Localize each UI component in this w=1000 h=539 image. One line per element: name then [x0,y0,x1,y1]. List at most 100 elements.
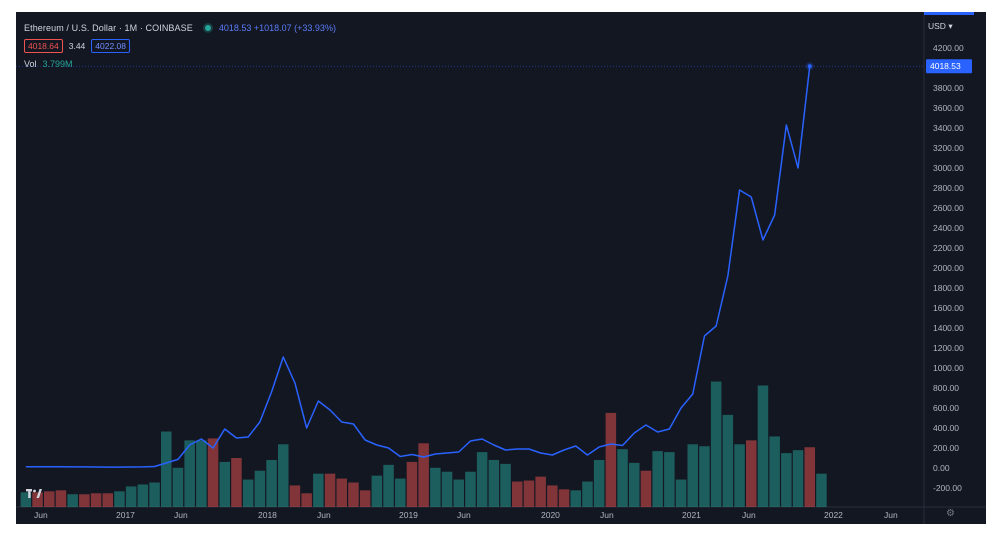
x-tick-label: 2022 [824,510,843,520]
volume-bar[interactable] [640,470,652,507]
volume-bar[interactable] [582,481,593,507]
volume-bar[interactable] [324,473,336,507]
volume-bar[interactable] [161,431,172,507]
volume-bar[interactable] [313,473,324,507]
volume-bar[interactable] [348,482,359,508]
volume-bar[interactable] [125,486,137,507]
y-tick-label: 3800.00 [933,83,964,93]
volume-bar[interactable] [79,494,90,507]
volume-bar[interactable] [465,471,476,507]
ask-button[interactable]: 4022.08 [91,39,131,53]
symbol-title[interactable]: Ethereum / U.S. Dollar · 1M · COINBASE [24,23,193,33]
volume-bar[interactable] [675,479,687,507]
price-chart[interactable]: 4200.004000.003800.003600.003400.003200.… [16,12,986,524]
volume-bar[interactable] [137,484,149,507]
volume-bar[interactable] [20,492,32,507]
volume-bar[interactable] [710,381,722,507]
volume-bar[interactable] [196,440,207,507]
chevron-down-icon: ▾ [948,21,953,31]
volume-bar[interactable] [418,443,429,507]
volume-bar[interactable] [383,464,394,507]
volume-bar[interactable] [184,440,195,507]
volume-bar[interactable] [617,449,628,507]
volume-bar[interactable] [629,462,640,507]
volume-bar[interactable] [289,485,301,507]
volume-bar[interactable] [746,440,757,507]
volume-bar[interactable] [558,489,570,507]
volume-bar[interactable] [359,490,371,507]
volume-bar[interactable] [453,479,465,507]
y-tick-label: 2000.00 [933,263,964,273]
x-tick-label: Jun [317,510,331,520]
y-tick-label: 3400.00 [933,123,964,133]
volume-bar[interactable] [757,385,769,507]
volume-bar[interactable] [804,447,816,507]
volume-bar[interactable] [441,471,453,507]
volume-bar[interactable] [207,438,219,507]
volume-bar[interactable] [336,478,348,507]
currency-selector[interactable]: USD ▾ [928,21,953,32]
x-tick-label: 2019 [399,510,418,520]
volume-bar[interactable] [254,470,266,507]
volume-bar[interactable] [278,444,289,507]
y-tick-label: 2600.00 [933,203,964,213]
volume-bar[interactable] [734,444,745,507]
volume-bar[interactable] [301,493,312,507]
volume-bar[interactable] [44,491,55,507]
volume-bar[interactable] [699,446,710,507]
x-tick-label: Jun [457,510,471,520]
volume-bar[interactable] [500,463,511,507]
volume-bar[interactable] [430,467,441,507]
volume-bar[interactable] [476,452,488,507]
volume-bar[interactable] [769,436,780,507]
volume-bar[interactable] [149,482,160,508]
volume-label[interactable]: Vol [24,59,37,69]
volume-legend-row: Vol 3.799M [24,56,336,72]
volume-bar[interactable] [231,458,242,507]
volume-bar[interactable] [535,476,546,507]
volume-bar[interactable] [406,461,418,507]
volume-bar[interactable] [395,478,406,507]
tradingview-logo-icon[interactable] [26,486,42,504]
legend-title-row: Ethereum / U.S. Dollar · 1M · COINBASE 4… [24,20,336,36]
volume-bar[interactable] [722,414,734,507]
volume-bar[interactable] [523,480,535,507]
volume-bar[interactable] [67,494,78,507]
price-line[interactable] [25,66,811,468]
volume-bar[interactable] [570,490,582,507]
volume-bar[interactable] [219,461,231,507]
y-tick-label: 1200.00 [933,343,964,353]
volume-bar[interactable] [664,452,675,507]
volume-bar[interactable] [488,459,500,507]
settings-icon[interactable]: ⚙ [946,508,955,519]
last-point-marker[interactable] [807,64,812,69]
volume-bar[interactable] [90,493,102,507]
volume-bar[interactable] [816,473,827,507]
x-tick-label: 2018 [258,510,277,520]
volume-bar[interactable] [605,412,617,507]
x-tick-label: Jun [742,510,756,520]
volume-bar[interactable] [687,444,699,507]
volume-bar[interactable] [371,475,383,507]
x-tick-label: Jun [884,510,898,520]
y-tick-label: 400.00 [933,423,959,433]
volume-bar[interactable] [547,485,558,507]
volume-bar[interactable] [32,492,43,507]
currency-label: USD [928,21,946,31]
bid-button[interactable]: 4018.64 [24,39,63,53]
volume-bar[interactable] [266,459,277,507]
volume-bar[interactable] [102,493,114,507]
volume-bar[interactable] [55,490,67,507]
volume-bar[interactable] [114,491,125,507]
y-tick-label: 2800.00 [933,183,964,193]
volume-bar[interactable] [512,481,523,507]
volume-bar[interactable] [781,453,792,507]
volume-bar[interactable] [172,467,184,507]
volume-bar[interactable] [593,459,605,507]
volume-bar[interactable] [242,479,254,507]
volume-bar[interactable] [652,451,663,507]
x-tick-label: Jun [174,510,188,520]
y-tick-label: 200.00 [933,443,959,453]
y-tick-label: 1400.00 [933,323,964,333]
volume-bar[interactable] [792,450,804,507]
